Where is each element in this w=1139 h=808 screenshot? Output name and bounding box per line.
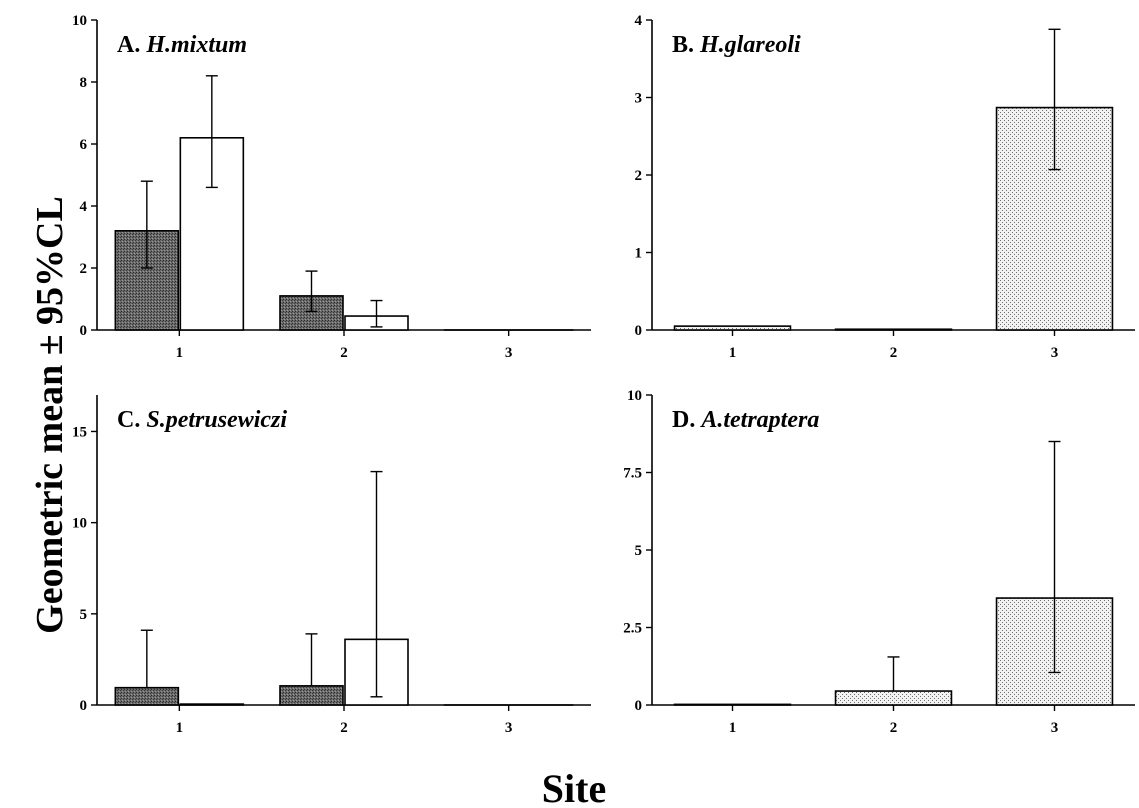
y-tick-label: 15 [72,424,87,440]
x-tick-label: 2 [340,720,348,736]
y-tick-label: 10 [72,13,87,29]
y-tick-label: 0 [80,323,88,339]
panel-species-name: A.tetraptera [699,407,819,433]
x-tick-label: 2 [890,720,898,736]
x-tick-label: 3 [1051,720,1059,736]
bar [834,690,953,706]
bar [673,325,792,331]
panel-letter: A. [117,32,146,58]
panel-species-name: H.mixtum [145,32,247,58]
y-tick-label: 5 [80,607,88,623]
x-tick-label: 2 [340,345,348,361]
panel-2: 0 1 2 3 4 1 2 3 B. H.glareoli [635,13,1135,361]
panel-title: A. H.mixtum [117,32,247,58]
panel-species-name: H.glareoli [699,32,801,58]
bar [673,703,792,706]
bar [179,703,245,706]
bar [834,328,953,331]
x-tick-label: 2 [890,345,898,361]
x-tick-label: 3 [505,345,513,361]
bar [279,685,344,706]
x-axis-label: Site [542,766,606,808]
y-tick-label: 4 [635,13,643,29]
y-tick-label: 8 [80,75,88,91]
panel-species-name: S.petrusewiczi [146,407,287,433]
y-tick-label: 6 [80,137,88,153]
y-tick-label: 7.5 [623,466,642,482]
y-axis-label: Geometric mean ± 95%CL [29,196,71,634]
y-tick-label: 0 [80,698,88,714]
panel-letter: D. [672,407,701,433]
y-tick-label: 2.5 [623,621,642,637]
y-tick-label: 2 [635,168,643,184]
y-tick-label: 1 [635,246,643,262]
x-tick-label: 1 [729,345,737,361]
x-tick-label: 1 [176,345,184,361]
x-tick-label: 1 [176,720,184,736]
y-tick-label: 3 [635,91,643,107]
y-tick-label: 2 [80,261,88,277]
panel-letter: C. [117,407,146,433]
panel-4: 0 2.5 5 7.5 10 1 2 3 D. A.tetraptera [623,388,1135,736]
y-tick-label: 0 [635,323,643,339]
y-tick-label: 5 [635,543,643,559]
y-tick-label: 4 [80,199,88,215]
panel-title: D. A.tetraptera [672,407,819,433]
panel-3: 0 5 10 15 1 2 3 C. S.petrusewiczi [72,395,591,736]
x-tick-label: 3 [505,720,513,736]
bar [279,295,344,331]
y-tick-label: 10 [72,516,87,532]
y-tick-label: 10 [627,388,642,404]
x-tick-label: 1 [729,720,737,736]
bar [114,686,180,706]
panel-title: B. H.glareoli [672,32,801,58]
x-tick-label: 3 [1051,345,1059,361]
y-tick-label: 0 [635,698,643,714]
panel-letter: B. [672,32,700,58]
panel-title: C. S.petrusewiczi [117,407,287,433]
